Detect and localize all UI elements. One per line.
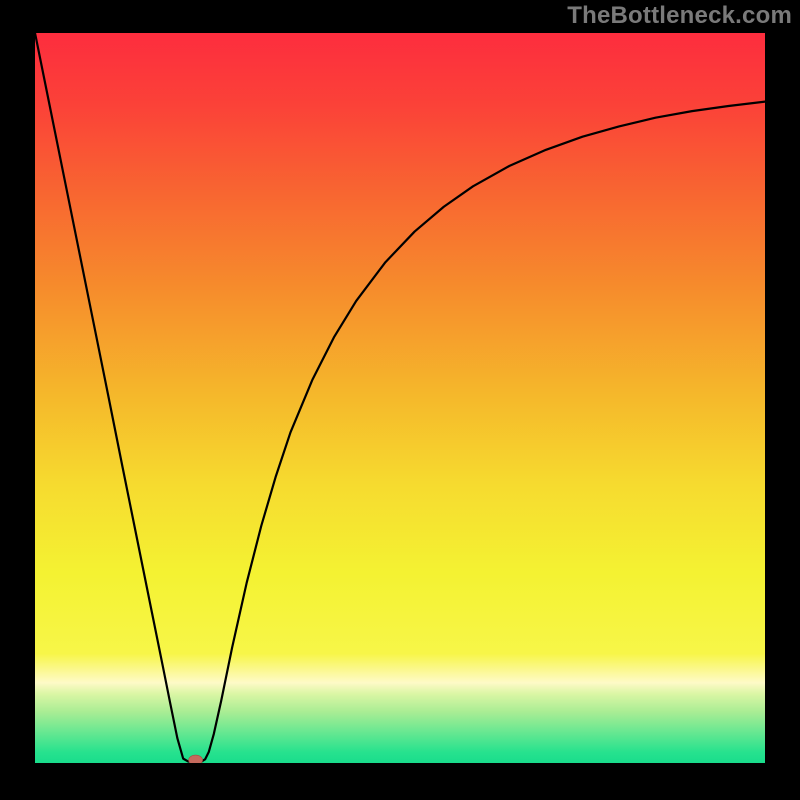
chart-svg xyxy=(35,33,765,763)
watermark-text: TheBottleneck.com xyxy=(567,2,792,30)
optimal-point-marker xyxy=(189,755,203,763)
plot-area xyxy=(35,33,765,763)
chart-background xyxy=(35,33,765,763)
figure-root: TheBottleneck.com xyxy=(0,0,800,800)
